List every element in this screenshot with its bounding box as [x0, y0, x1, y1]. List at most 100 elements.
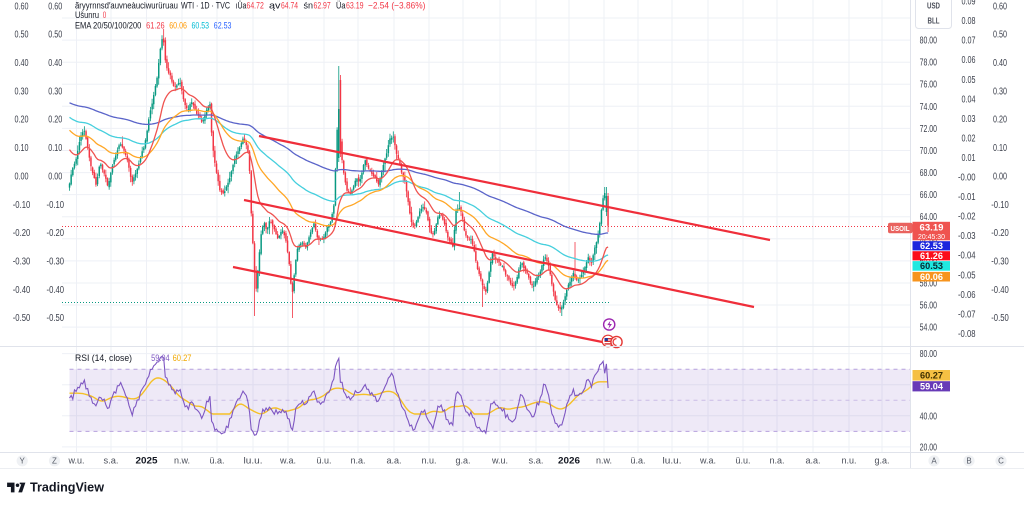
svg-text:n.a.: n.a. [770, 456, 785, 467]
svg-text:w.a.: w.a. [279, 456, 296, 467]
svg-text:0.40: 0.40 [15, 58, 29, 69]
svg-text:60.06: 60.06 [169, 20, 187, 31]
svg-text:Ušunru: Ušunru [75, 10, 99, 21]
svg-text:66.00: 66.00 [920, 190, 938, 201]
svg-text:64.00: 64.00 [920, 212, 938, 223]
svg-text:n.a.: n.a. [351, 456, 366, 467]
svg-text:60.53: 60.53 [920, 261, 943, 271]
svg-text:-0.05: -0.05 [958, 270, 976, 281]
svg-text:-0.01: -0.01 [958, 192, 976, 203]
svg-text:0.50: 0.50 [15, 30, 29, 41]
svg-text:-0.10: -0.10 [13, 200, 31, 211]
svg-text:61.26: 61.26 [146, 20, 165, 31]
svg-text:0.04: 0.04 [962, 94, 976, 105]
svg-text:64.74: 64.74 [281, 0, 298, 11]
svg-text:60.06: 60.06 [920, 272, 943, 282]
svg-text:0: 0 [103, 10, 107, 21]
svg-text:60.53: 60.53 [192, 20, 210, 31]
svg-text:0.03: 0.03 [962, 114, 976, 125]
svg-text:58.00: 58.00 [920, 278, 938, 289]
svg-text:g.a.: g.a. [875, 456, 890, 467]
svg-text:0.00: 0.00 [48, 171, 62, 182]
svg-text:-0.30: -0.30 [13, 256, 31, 267]
svg-text:g.a.: g.a. [456, 456, 471, 467]
svg-text:-0.40: -0.40 [47, 285, 65, 296]
svg-text:n.w.: n.w. [174, 456, 190, 467]
svg-text:-0.10: -0.10 [47, 200, 65, 211]
svg-text:54.00: 54.00 [920, 323, 938, 334]
svg-text:0.00: 0.00 [993, 171, 1007, 182]
svg-text:59.04: 59.04 [920, 381, 943, 391]
svg-text:0.10: 0.10 [48, 143, 62, 154]
svg-text:-0.50: -0.50 [13, 313, 31, 324]
svg-text:-0.03: -0.03 [958, 231, 976, 242]
svg-text:−2.54 (−3.86%): −2.54 (−3.86%) [368, 0, 425, 11]
svg-text:a.a.: a.a. [387, 456, 402, 467]
svg-text:0.30: 0.30 [48, 86, 62, 97]
svg-text:0.60: 0.60 [993, 1, 1007, 12]
svg-text:0.20: 0.20 [48, 115, 62, 126]
svg-text:62.53: 62.53 [920, 241, 943, 251]
svg-text:0.10: 0.10 [15, 143, 29, 154]
svg-text:0.40: 0.40 [48, 58, 62, 69]
svg-text:63.19: 63.19 [920, 223, 944, 234]
svg-text:WTI · 1D · TVC: WTI · 1D · TVC [181, 0, 230, 11]
svg-text:w.u.: w.u. [68, 456, 85, 467]
svg-text:0.06: 0.06 [962, 55, 976, 66]
svg-text:74.00: 74.00 [920, 102, 938, 113]
svg-text:0.30: 0.30 [993, 86, 1007, 97]
svg-text:-0.20: -0.20 [13, 228, 31, 239]
svg-text:B: B [966, 457, 971, 466]
svg-text:2026: 2026 [558, 456, 580, 467]
svg-text:59.04: 59.04 [151, 353, 170, 364]
svg-text:0.50: 0.50 [993, 30, 1007, 41]
svg-text:0.60: 0.60 [15, 1, 29, 12]
svg-text:-0.04: -0.04 [958, 251, 976, 262]
svg-text:0.60: 0.60 [48, 1, 62, 12]
svg-text:-0.50: -0.50 [47, 313, 65, 324]
svg-text:20:45:30: 20:45:30 [918, 232, 945, 241]
svg-text:w.a.: w.a. [699, 456, 716, 467]
svg-text:60.27: 60.27 [173, 353, 192, 364]
svg-text:2025: 2025 [136, 456, 159, 467]
svg-text:0.30: 0.30 [15, 86, 29, 97]
svg-text:0.20: 0.20 [993, 115, 1007, 126]
svg-text:-0.40: -0.40 [991, 285, 1009, 296]
svg-text:0.20: 0.20 [15, 115, 29, 126]
svg-text:80.00: 80.00 [920, 349, 938, 360]
svg-text:RSI (14, close): RSI (14, close) [75, 353, 132, 364]
svg-text:lu.u.: lu.u. [244, 456, 263, 467]
svg-text:-0.20: -0.20 [991, 228, 1009, 239]
svg-text:-0.00: -0.00 [958, 173, 976, 184]
svg-text:-0.02: -0.02 [958, 212, 976, 223]
svg-text:0.10: 0.10 [993, 143, 1007, 154]
svg-text:-0.30: -0.30 [47, 256, 65, 267]
svg-text:70.00: 70.00 [920, 146, 938, 157]
svg-text:72.00: 72.00 [920, 124, 938, 135]
svg-text:-0.10: -0.10 [991, 200, 1009, 211]
svg-text:śn: śn [304, 0, 314, 11]
svg-text:n.u.: n.u. [842, 456, 857, 467]
svg-text:-0.08: -0.08 [958, 329, 976, 340]
svg-text:ü.a.: ü.a. [210, 456, 225, 467]
svg-text:Y: Y [20, 457, 26, 466]
svg-text:80.00: 80.00 [920, 36, 938, 47]
svg-text:0.07: 0.07 [962, 36, 976, 47]
svg-text:s.a.: s.a. [104, 456, 119, 467]
svg-text:ü.u.: ü.u. [317, 456, 332, 467]
svg-text:n.w.: n.w. [596, 456, 612, 467]
svg-text:0.01: 0.01 [962, 153, 976, 164]
svg-text:n.u.: n.u. [422, 456, 437, 467]
svg-text:-0.07: -0.07 [958, 309, 976, 320]
svg-text:20.00: 20.00 [920, 442, 938, 453]
svg-text:0.50: 0.50 [48, 30, 62, 41]
svg-text:62.97: 62.97 [314, 0, 331, 11]
svg-text:-0.40: -0.40 [13, 285, 31, 296]
svg-text:76.00: 76.00 [920, 80, 938, 91]
svg-text:TradingView: TradingView [30, 480, 105, 495]
svg-text:C: C [998, 457, 1004, 466]
svg-text:0.00: 0.00 [15, 171, 29, 182]
svg-text:USOIL: USOIL [891, 224, 910, 233]
svg-text:0.02: 0.02 [962, 133, 976, 144]
svg-text:ü.a.: ü.a. [631, 456, 646, 467]
